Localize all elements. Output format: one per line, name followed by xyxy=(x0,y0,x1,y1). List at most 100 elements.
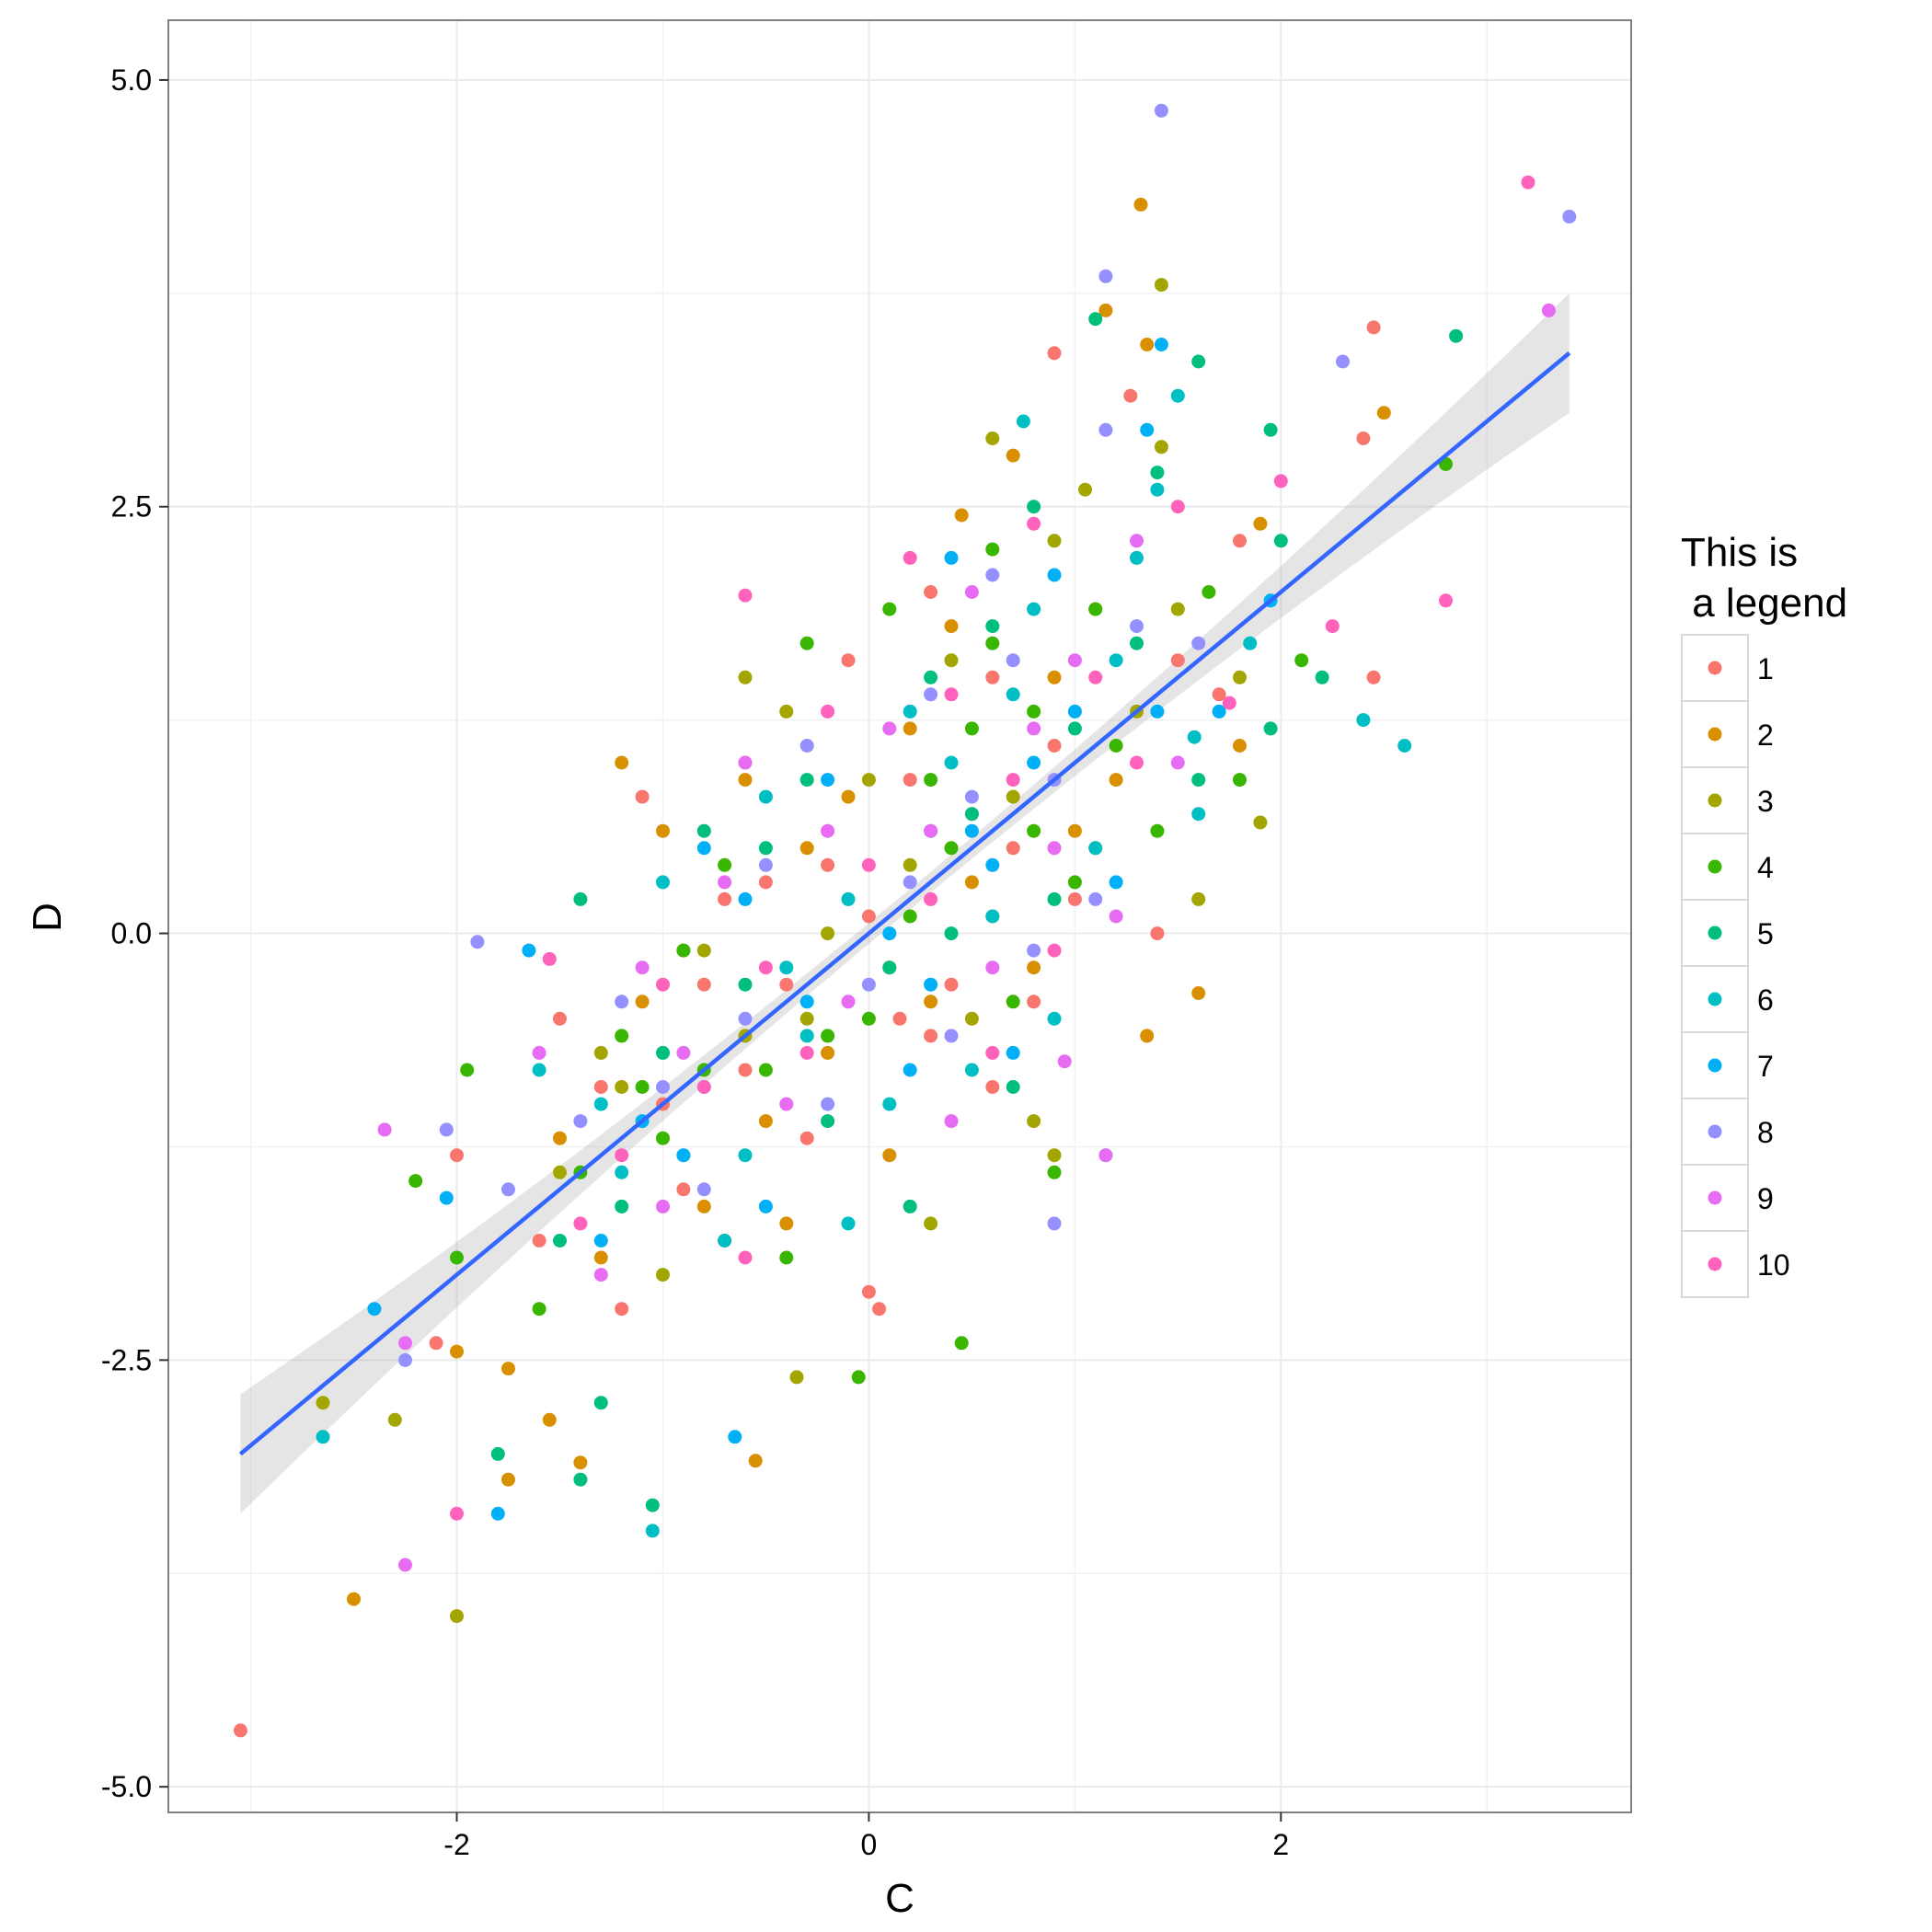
data-point xyxy=(882,926,897,941)
data-point xyxy=(1133,197,1148,212)
data-point xyxy=(841,653,856,668)
data-point xyxy=(861,977,876,992)
data-point xyxy=(1449,328,1464,343)
data-point xyxy=(316,1396,330,1410)
data-point xyxy=(924,977,938,992)
data-point xyxy=(821,1029,835,1043)
data-point xyxy=(944,977,959,992)
legend-item-label: 8 xyxy=(1757,1116,1774,1149)
data-point xyxy=(985,431,1000,445)
data-point xyxy=(799,636,814,650)
data-point xyxy=(1233,670,1247,684)
data-point xyxy=(718,875,732,890)
data-point xyxy=(1027,704,1041,719)
data-point xyxy=(1047,841,1062,856)
legend-key-swatch xyxy=(1708,661,1722,675)
data-point xyxy=(635,789,650,804)
data-point xyxy=(1170,500,1185,514)
data-point xyxy=(758,1063,773,1077)
data-point xyxy=(1067,875,1082,890)
data-point xyxy=(1109,909,1123,924)
data-point xyxy=(1027,960,1041,975)
data-point xyxy=(460,1063,475,1077)
data-point xyxy=(1170,755,1185,770)
data-point xyxy=(882,721,897,736)
data-point xyxy=(676,1148,691,1163)
data-point xyxy=(1088,670,1103,684)
data-point xyxy=(656,823,670,838)
legend-item-label: 7 xyxy=(1757,1050,1774,1083)
data-point xyxy=(696,943,711,958)
data-point xyxy=(985,636,1000,650)
data-point xyxy=(1263,422,1278,437)
data-point xyxy=(593,1250,608,1265)
data-point xyxy=(779,1250,794,1265)
data-point xyxy=(985,909,1000,924)
data-point xyxy=(470,935,485,949)
series-4 xyxy=(408,456,1453,1385)
data-point xyxy=(841,789,856,804)
data-point xyxy=(944,550,959,565)
data-point xyxy=(944,619,959,634)
data-point xyxy=(1140,422,1155,437)
data-point xyxy=(1191,773,1206,788)
data-point xyxy=(1006,789,1020,804)
data-point xyxy=(1562,209,1577,224)
data-point xyxy=(799,773,814,788)
data-point xyxy=(903,773,917,788)
legend-key-swatch xyxy=(1708,1058,1722,1073)
data-point xyxy=(903,875,917,890)
data-point xyxy=(738,977,753,992)
data-point xyxy=(615,1302,629,1317)
data-point xyxy=(593,1080,608,1094)
data-point xyxy=(1191,636,1206,650)
data-point xyxy=(1006,841,1020,856)
data-point xyxy=(696,1080,711,1094)
data-point xyxy=(429,1336,443,1351)
data-point xyxy=(944,653,959,668)
data-point xyxy=(1109,875,1123,890)
data-point xyxy=(821,1114,835,1129)
data-point xyxy=(696,823,711,838)
data-point xyxy=(1397,739,1412,753)
data-point xyxy=(1263,721,1278,736)
data-point xyxy=(1027,995,1041,1009)
series-8 xyxy=(398,103,1577,1367)
legend-title-line-1: This is xyxy=(1681,530,1798,575)
data-point xyxy=(1027,602,1041,616)
data-point xyxy=(1057,1054,1072,1069)
data-point xyxy=(924,1029,938,1043)
data-point xyxy=(903,704,917,719)
data-point xyxy=(1356,713,1371,728)
y-tick-label: 2.5 xyxy=(111,490,152,523)
data-point xyxy=(799,1045,814,1060)
data-point xyxy=(903,1199,917,1213)
data-point xyxy=(490,1506,505,1521)
series-7 xyxy=(367,338,1278,1521)
data-point xyxy=(841,995,856,1009)
data-point xyxy=(676,1182,691,1197)
data-point xyxy=(615,995,629,1009)
data-point xyxy=(718,1234,732,1248)
data-point xyxy=(718,891,732,906)
data-point xyxy=(1233,739,1247,753)
data-point xyxy=(861,773,876,788)
data-point xyxy=(1154,103,1168,118)
data-point xyxy=(696,1199,711,1213)
data-point xyxy=(532,1045,546,1060)
data-point xyxy=(882,960,897,975)
data-point xyxy=(861,1284,876,1299)
data-point xyxy=(1212,687,1226,702)
series-1 xyxy=(233,320,1381,1738)
data-point xyxy=(892,1011,907,1026)
data-point xyxy=(1047,1011,1062,1026)
data-point xyxy=(882,1148,897,1163)
data-point xyxy=(882,1097,897,1111)
data-point xyxy=(1273,474,1288,489)
data-point xyxy=(821,926,835,941)
series-9 xyxy=(377,303,1556,1572)
x-axis-ticks: -2 0 2 xyxy=(443,1812,1289,1861)
data-point xyxy=(1150,704,1165,719)
data-point xyxy=(532,1063,546,1077)
data-point xyxy=(490,1446,505,1461)
